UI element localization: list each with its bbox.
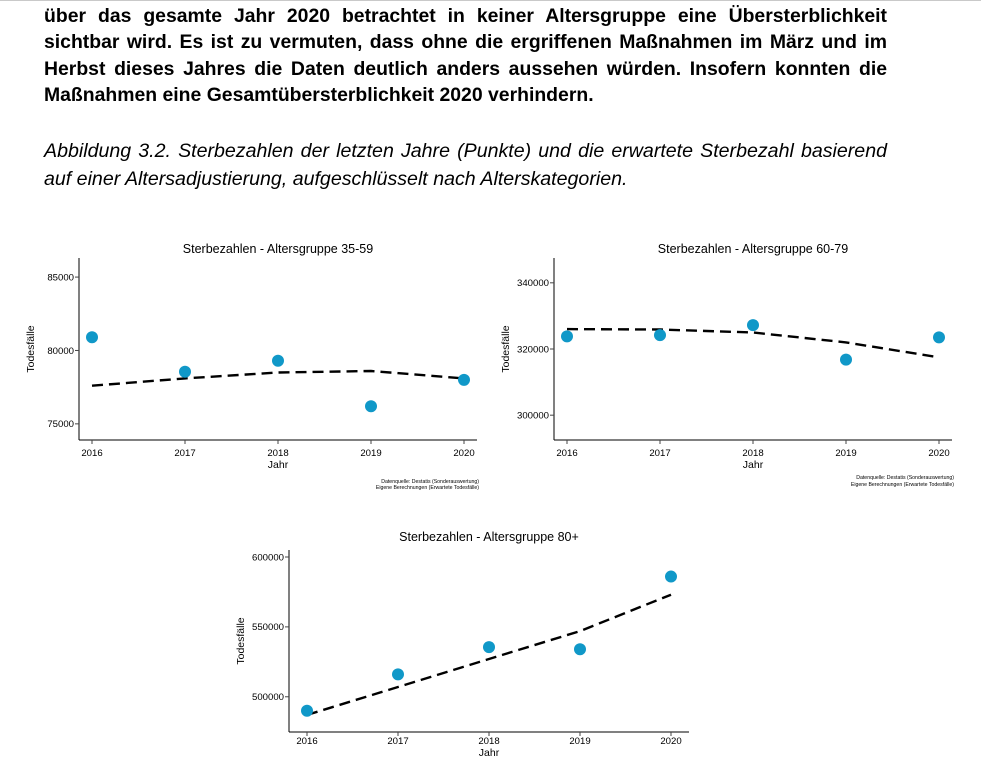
observed-deaths-point [458,373,470,386]
source-note: Datenquelle: Destatis (Sonderauswertung) [856,475,954,481]
x-axis-label: Jahr [479,747,500,759]
source-note: Eigene Berechnungen (Erwartete Todesfäll… [376,485,479,491]
figure-caption: Abbildung 3.2. Sterbezahlen der letzten … [44,140,887,190]
expected-deaths-line [306,593,672,717]
chart-age-80-plus: Sterbezahlen - Altersgruppe 80+ 500000 550… [235,530,689,759]
expected-deaths-line [566,327,940,359]
x-tick-label: 2018 [267,448,288,459]
x-tick-label: 2016 [556,448,577,459]
x-tick-label: 2017 [387,736,408,747]
x-tick-label: 2017 [174,448,195,459]
observed-deaths-point [665,570,677,583]
y-tick-label: 300000 [517,410,549,421]
y-axis-label: Todesfälle [500,325,512,372]
observed-deaths-point [86,331,98,344]
observed-deaths-point [840,353,852,366]
chart-title: Sterbezahlen - Altersgruppe 35-59 [183,242,373,256]
x-tick-label: 2020 [660,736,681,747]
observed-deaths-point [272,354,284,367]
x-tick-label: 2018 [742,448,763,459]
x-tick-label: 2016 [296,736,317,747]
x-tick-label: 2019 [569,736,590,747]
x-tick-label: 2018 [478,736,499,747]
x-tick-label: 2019 [360,448,381,459]
y-tick-label: 80000 [47,346,74,357]
x-axis-label: Jahr [268,459,289,471]
observed-deaths-point [747,319,759,332]
chart-age-35-59: Sterbezahlen - Altersgruppe 35-59 75000 80… [25,242,479,491]
y-axis-label: Todesfälle [25,325,37,372]
chart-title: Sterbezahlen - Altersgruppe 80+ [399,530,579,544]
y-tick-label: 550000 [252,622,284,633]
y-tick-label: 500000 [252,692,284,703]
x-tick-label: 2017 [649,448,670,459]
chart-age-60-79: Sterbezahlen - Altersgruppe 60-79 300000 3… [500,242,954,488]
observed-deaths-point [392,668,404,681]
body-paragraph: über das gesamte Jahr 2020 betrachtet in… [44,5,887,106]
chart-title: Sterbezahlen - Altersgruppe 60-79 [658,242,848,256]
x-axis-label: Jahr [743,459,764,471]
observed-deaths-point [574,643,586,656]
y-tick-label: 85000 [47,272,74,283]
observed-deaths-point [365,400,377,413]
x-tick-label: 2020 [453,448,474,459]
x-tick-label: 2016 [81,448,102,459]
y-tick-label: 75000 [47,419,74,430]
source-note: Datenquelle: Destatis (Sonderauswertung) [381,479,479,485]
x-tick-label: 2019 [835,448,856,459]
observed-deaths-point [654,329,666,342]
page-top-border [0,0,981,1]
expected-deaths-line [91,369,465,387]
observed-deaths-point [483,641,495,654]
x-tick-label: 2020 [928,448,949,459]
y-tick-label: 340000 [517,278,549,289]
observed-deaths-point [179,365,191,378]
y-axis-label: Todesfälle [235,617,247,664]
observed-deaths-point [301,704,313,717]
observed-deaths-point [933,331,945,344]
observed-deaths-point [561,330,573,343]
y-tick-label: 320000 [517,344,549,355]
y-tick-label: 600000 [252,552,284,563]
source-note: Eigene Berechnungen (Erwartete Todesfäll… [851,482,954,488]
